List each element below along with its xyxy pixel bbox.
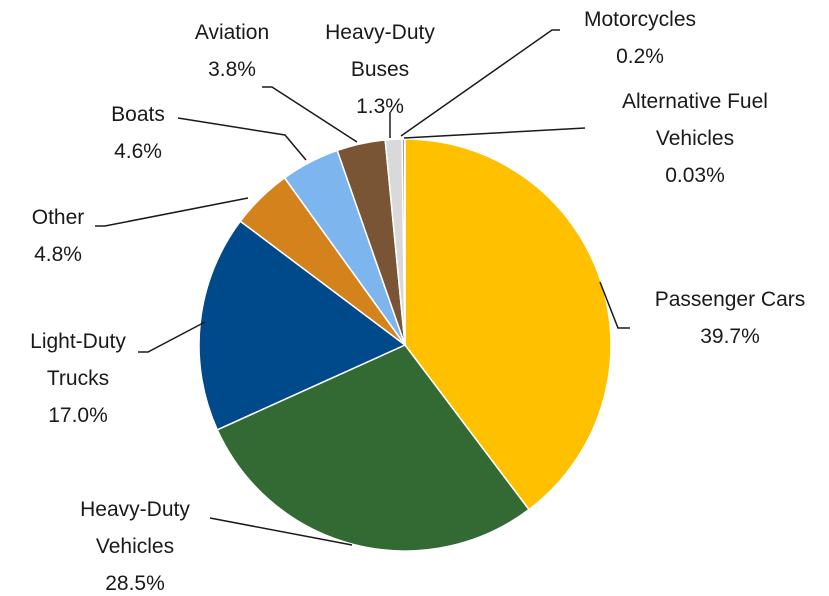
leader-line (95, 197, 249, 227)
slice-label: Passenger Cars 39.7% (620, 281, 829, 355)
value-label: 1.3% (356, 95, 404, 118)
value-label: 28.5% (105, 572, 165, 595)
value-label: 17.0% (48, 404, 108, 427)
slice-label: Heavy-Duty Vehicles 28.5% (50, 491, 220, 596)
category-name: Other (31, 206, 85, 229)
slice-label: Boats 4.6% (88, 96, 188, 170)
leader-line (138, 321, 206, 353)
leader-line (262, 86, 358, 143)
leader-line (403, 127, 586, 139)
slice-label: Alternative Fuel Vehicles 0.03% (590, 83, 800, 194)
category-name: Alternative Fuel Vehicles (622, 90, 768, 150)
leader-line (599, 281, 630, 329)
pie-slice (404, 138, 612, 511)
pie-slice (216, 344, 530, 552)
slice-label: Other 4.8% (8, 199, 108, 273)
category-name: Passenger Cars (654, 288, 806, 311)
category-name: Heavy-Duty Buses (325, 21, 435, 81)
leader-line (400, 29, 560, 137)
slice-label: Heavy-Duty Buses 1.3% (315, 14, 445, 125)
category-name: Motorcycles (583, 8, 697, 31)
value-label: 4.8% (34, 243, 82, 266)
value-label: 3.8% (208, 58, 256, 81)
category-name: Light-Duty Trucks (30, 330, 126, 390)
leader-line (209, 517, 353, 546)
category-name: Boats (111, 103, 165, 126)
value-label: 4.6% (114, 140, 162, 163)
slice-label: Aviation 3.8% (167, 14, 297, 88)
leader-line (177, 117, 307, 161)
slice-label: Motorcycles 0.2% (560, 1, 720, 75)
value-label: 0.2% (616, 45, 664, 68)
value-label: 39.7% (700, 325, 760, 348)
value-label: 0.03% (665, 164, 725, 187)
category-name: Aviation (194, 21, 270, 44)
pie-slice (198, 220, 407, 431)
slice-label: Light-Duty Trucks 17.0% (3, 323, 153, 434)
category-name: Heavy-Duty Vehicles (80, 498, 190, 558)
